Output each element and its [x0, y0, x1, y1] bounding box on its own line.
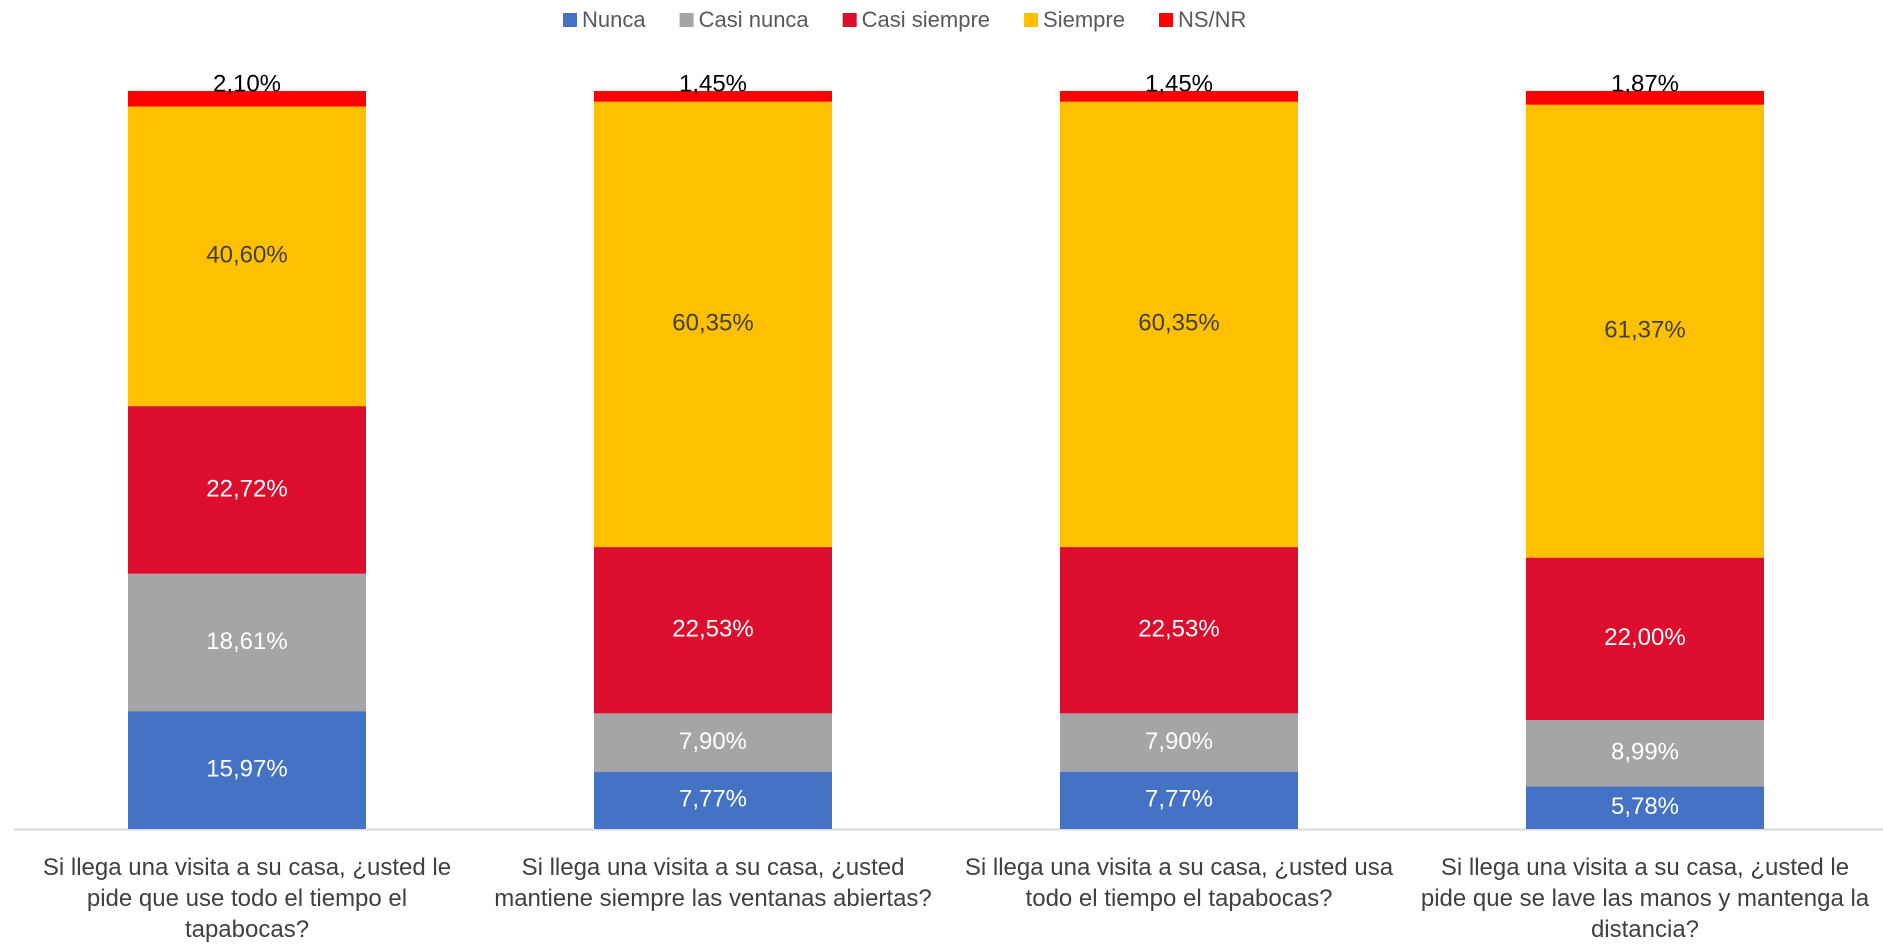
data-label: 1,87%	[1611, 70, 1679, 97]
data-label: 7,77%	[1145, 786, 1213, 813]
legend-label: Casi nunca	[699, 7, 810, 32]
data-label: 22,00%	[1604, 624, 1685, 651]
legend-swatch	[842, 13, 857, 27]
legend-label: Nunca	[582, 7, 646, 32]
bar-segment	[128, 711, 366, 829]
data-label: 22,53%	[672, 616, 753, 643]
data-label: 5,78%	[1611, 793, 1679, 820]
data-label: 8,99%	[1611, 739, 1679, 766]
bar-segment	[594, 771, 832, 829]
bar-segment	[128, 406, 366, 574]
x-tick-label: Si llega una visita a su casa, ¿usted us…	[964, 854, 1394, 912]
bar-segment	[594, 91, 832, 102]
bar-segment	[1060, 101, 1298, 548]
data-label: 22,72%	[206, 475, 287, 502]
data-label: 7,77%	[679, 786, 747, 813]
bar-segment	[1526, 90, 1764, 105]
data-label: 60,35%	[672, 310, 753, 337]
legend-swatch	[563, 13, 577, 27]
data-label: 18,61%	[206, 628, 287, 655]
bar-segment	[1060, 547, 1298, 714]
bar-segment	[1060, 91, 1298, 102]
bar-segment	[1526, 104, 1764, 558]
bar-segment	[1526, 786, 1764, 829]
bar-segment	[1060, 713, 1298, 772]
data-label: 22,53%	[1138, 616, 1219, 643]
data-label: 2,10%	[213, 70, 281, 97]
bar-segment	[128, 91, 366, 107]
x-tick-label: Si llega una visita a su casa, ¿usted le…	[1420, 854, 1870, 943]
bar-segment	[1060, 771, 1298, 829]
bar-segment	[1526, 557, 1764, 720]
x-tick-label: Si llega una visita a su casa, ¿usted ma…	[494, 854, 932, 912]
legend-swatch	[1024, 13, 1039, 27]
bar-segment	[128, 573, 366, 712]
data-label: 1,45%	[1145, 70, 1213, 97]
bar-segment	[594, 101, 832, 548]
data-label: 7,90%	[1145, 728, 1213, 755]
bar-segment	[1526, 719, 1764, 787]
legend-label: Casi siempre	[862, 7, 990, 32]
data-label: 7,90%	[679, 728, 747, 755]
bar-segment	[128, 106, 366, 407]
data-label: 60,35%	[1138, 310, 1219, 337]
x-tick-label: Si llega una visita a su casa, ¿usted le…	[42, 854, 452, 943]
bar-segment	[594, 547, 832, 714]
legend-label: NS/NR	[1178, 7, 1246, 32]
data-label: 40,60%	[206, 242, 287, 269]
bar-segment	[594, 713, 832, 772]
data-label: 61,37%	[1604, 317, 1685, 344]
data-label: 1,45%	[679, 70, 747, 97]
data-label: 15,97%	[206, 755, 287, 782]
legend-label: Siempre	[1043, 7, 1125, 32]
legend-swatch	[1158, 13, 1173, 27]
legend-swatch	[679, 13, 694, 27]
